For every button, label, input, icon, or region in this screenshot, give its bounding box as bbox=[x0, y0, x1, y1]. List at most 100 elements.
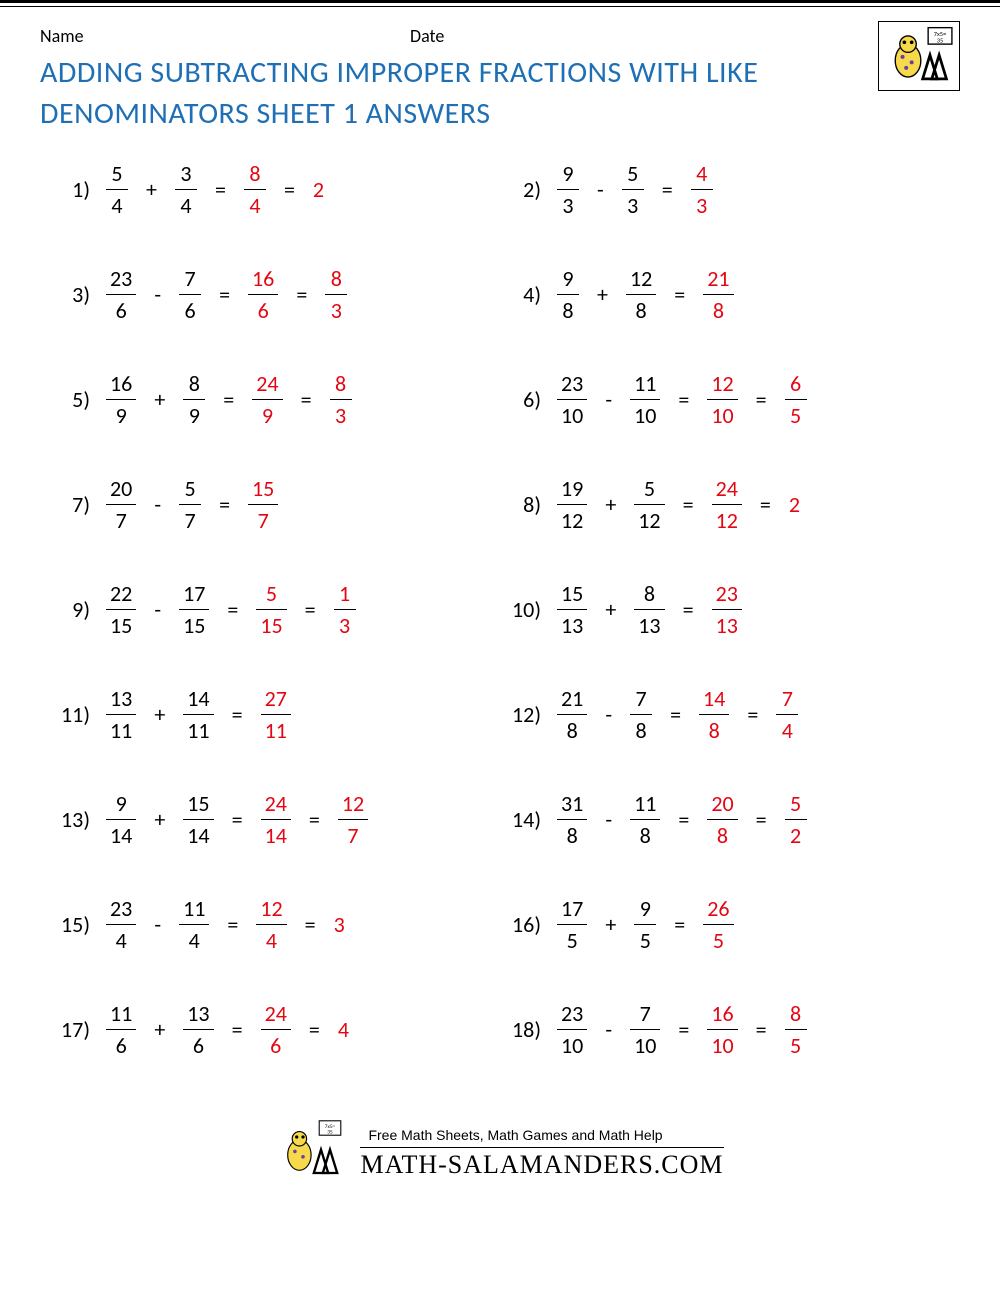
problem-row: 5)169+89=249=83 bbox=[54, 370, 495, 429]
numerator: 23 bbox=[557, 370, 587, 399]
denominator: 5 bbox=[634, 924, 656, 954]
answer-fraction: 246 bbox=[255, 1000, 297, 1059]
denominator: 6 bbox=[248, 294, 278, 324]
denominator: 4 bbox=[106, 189, 128, 219]
answer-fraction: 74 bbox=[770, 685, 804, 744]
fraction: 710 bbox=[624, 1000, 666, 1059]
denominator: 15 bbox=[106, 609, 136, 639]
denominator: 7 bbox=[179, 504, 201, 534]
answer-fraction: 265 bbox=[697, 895, 739, 954]
answer-fraction: 2412 bbox=[706, 475, 748, 534]
answer-fraction: 52 bbox=[779, 790, 813, 849]
fraction: 1715 bbox=[173, 580, 215, 639]
fraction: 1514 bbox=[177, 790, 219, 849]
denominator: 10 bbox=[630, 399, 660, 429]
denominator: 9 bbox=[252, 399, 282, 429]
numerator: 20 bbox=[106, 475, 136, 504]
worksheet-page: Name Date 7x5= 35 ADDING SUBTRACTING IMP… bbox=[0, 7, 1000, 1227]
operator: - bbox=[593, 1016, 624, 1043]
problem-row: 7)207-57=157 bbox=[54, 475, 495, 534]
problem-number: 13) bbox=[54, 806, 100, 833]
denominator: 7 bbox=[338, 819, 368, 849]
denominator: 10 bbox=[630, 1029, 660, 1059]
denominator: 15 bbox=[179, 609, 209, 639]
fraction: 136 bbox=[177, 1000, 219, 1059]
problems-grid: 1)54+34=84=22)93-53=433)236-76=166=834)9… bbox=[40, 160, 960, 1059]
denominator: 2 bbox=[785, 819, 807, 849]
denominator: 6 bbox=[106, 294, 136, 324]
fraction: 53 bbox=[616, 160, 650, 219]
denominator: 5 bbox=[557, 924, 587, 954]
numerator: 4 bbox=[692, 160, 711, 189]
fraction: 169 bbox=[100, 370, 142, 429]
denominator: 3 bbox=[334, 609, 356, 639]
denominator: 5 bbox=[785, 1029, 807, 1059]
numerator: 11 bbox=[179, 895, 209, 924]
answer-whole: 2 bbox=[783, 491, 800, 518]
fraction: 93 bbox=[551, 160, 585, 219]
equals-sign: = bbox=[662, 281, 697, 308]
fraction: 2215 bbox=[100, 580, 142, 639]
answer-fraction: 83 bbox=[324, 370, 358, 429]
footer-salamander-logo-icon: 7x5= 35 bbox=[276, 1119, 348, 1187]
denominator: 14 bbox=[261, 819, 291, 849]
equals-sign: = bbox=[207, 491, 242, 518]
problem-row: 18)2310-710=1610=85 bbox=[505, 1000, 946, 1059]
answer-whole: 3 bbox=[328, 911, 345, 938]
answer-fraction: 1610 bbox=[701, 1000, 743, 1059]
problem-number: 7) bbox=[54, 491, 100, 518]
numerator: 13 bbox=[183, 1000, 213, 1029]
denominator: 8 bbox=[557, 714, 587, 744]
problem-number: 2) bbox=[505, 176, 551, 203]
fraction: 34 bbox=[169, 160, 203, 219]
page-title: ADDING SUBTRACTING IMPROPER FRACTIONS WI… bbox=[40, 53, 960, 134]
denominator: 6 bbox=[261, 1029, 291, 1059]
problem-number: 12) bbox=[505, 701, 551, 728]
equals-sign: = bbox=[215, 911, 250, 938]
numerator: 7 bbox=[631, 685, 650, 714]
problem-number: 14) bbox=[505, 806, 551, 833]
numerator: 9 bbox=[636, 895, 655, 924]
equals-sign: = bbox=[293, 596, 328, 623]
operator: - bbox=[142, 911, 173, 938]
numerator: 5 bbox=[786, 790, 805, 819]
numerator: 14 bbox=[183, 685, 213, 714]
numerator: 8 bbox=[331, 370, 350, 399]
fraction: 175 bbox=[551, 895, 593, 954]
fraction: 2310 bbox=[551, 1000, 593, 1059]
name-label: Name bbox=[40, 25, 410, 47]
answer-fraction: 13 bbox=[328, 580, 362, 639]
numerator: 24 bbox=[712, 475, 742, 504]
denominator: 13 bbox=[634, 609, 664, 639]
numerator: 19 bbox=[557, 475, 587, 504]
fraction: 318 bbox=[551, 790, 593, 849]
numerator: 15 bbox=[557, 580, 587, 609]
denominator: 5 bbox=[703, 924, 733, 954]
denominator: 10 bbox=[557, 399, 587, 429]
numerator: 23 bbox=[557, 1000, 587, 1029]
denominator: 9 bbox=[183, 399, 205, 429]
problem-row: 8)1912+512=2412=2 bbox=[505, 475, 946, 534]
equals-sign: = bbox=[658, 701, 693, 728]
equals-sign: = bbox=[293, 911, 328, 938]
answer-fraction: 43 bbox=[685, 160, 719, 219]
fraction: 234 bbox=[100, 895, 142, 954]
numerator: 9 bbox=[558, 265, 577, 294]
fraction: 1311 bbox=[100, 685, 142, 744]
denominator: 10 bbox=[707, 1029, 737, 1059]
numerator: 8 bbox=[327, 265, 346, 294]
svg-text:35: 35 bbox=[328, 1129, 334, 1135]
problem-row: 15)234-114=124=3 bbox=[54, 895, 495, 954]
denominator: 5 bbox=[785, 399, 807, 429]
numerator: 1 bbox=[335, 580, 354, 609]
denominator: 4 bbox=[175, 189, 197, 219]
problem-number: 15) bbox=[54, 911, 100, 938]
fraction: 78 bbox=[624, 685, 658, 744]
fraction: 128 bbox=[620, 265, 662, 324]
problem-row: 3)236-76=166=83 bbox=[54, 265, 495, 324]
numerator: 26 bbox=[703, 895, 733, 924]
operator: + bbox=[134, 176, 169, 203]
denominator: 4 bbox=[776, 714, 798, 744]
operator: - bbox=[593, 386, 624, 413]
fraction: 116 bbox=[100, 1000, 142, 1059]
